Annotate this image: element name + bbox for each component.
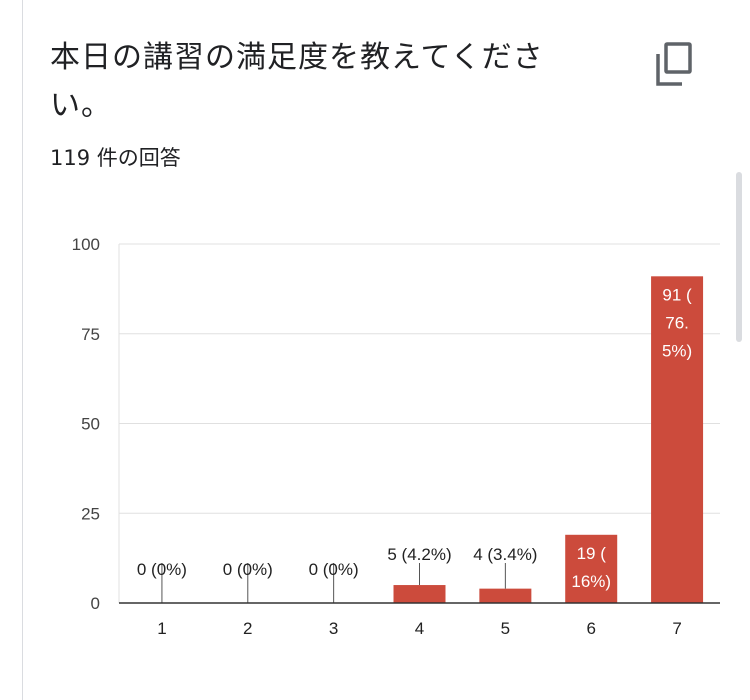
- bar: [479, 588, 532, 603]
- bar: [393, 585, 446, 603]
- copy-icon[interactable]: [652, 40, 696, 88]
- data-label: 16%): [571, 572, 611, 591]
- data-label: 0 (0%): [137, 560, 187, 579]
- question-title: 本日の講習の満足度を教えてください。: [50, 40, 544, 123]
- data-label: 0 (0%): [223, 560, 273, 579]
- x-tick-label: 5: [501, 619, 510, 638]
- x-tick-label: 1: [157, 619, 166, 638]
- data-label: 91 (: [662, 285, 692, 304]
- x-tick-label: 4: [415, 619, 424, 638]
- response-count: 119 件の回答: [50, 146, 181, 170]
- y-tick-label: 75: [81, 325, 100, 344]
- x-tick-label: 2: [243, 619, 252, 638]
- x-tick-label: 3: [329, 619, 338, 638]
- x-tick-label: 6: [586, 619, 595, 638]
- y-tick-label: 0: [91, 594, 100, 613]
- data-label: 5%): [662, 341, 692, 360]
- data-label: 5 (4.2%): [387, 545, 451, 564]
- scrollbar[interactable]: [736, 172, 742, 342]
- data-label: 0 (0%): [309, 560, 359, 579]
- y-tick-label: 50: [81, 415, 100, 434]
- question-card: [22, 0, 750, 700]
- y-tick-label: 25: [81, 504, 100, 523]
- x-tick-label: 7: [672, 619, 681, 638]
- data-label: 4 (3.4%): [473, 545, 537, 564]
- y-tick-label: 100: [72, 235, 100, 254]
- bar: [565, 534, 618, 603]
- bar: [651, 276, 704, 603]
- data-label: 76.: [665, 313, 689, 332]
- data-label: 19 (: [577, 544, 607, 563]
